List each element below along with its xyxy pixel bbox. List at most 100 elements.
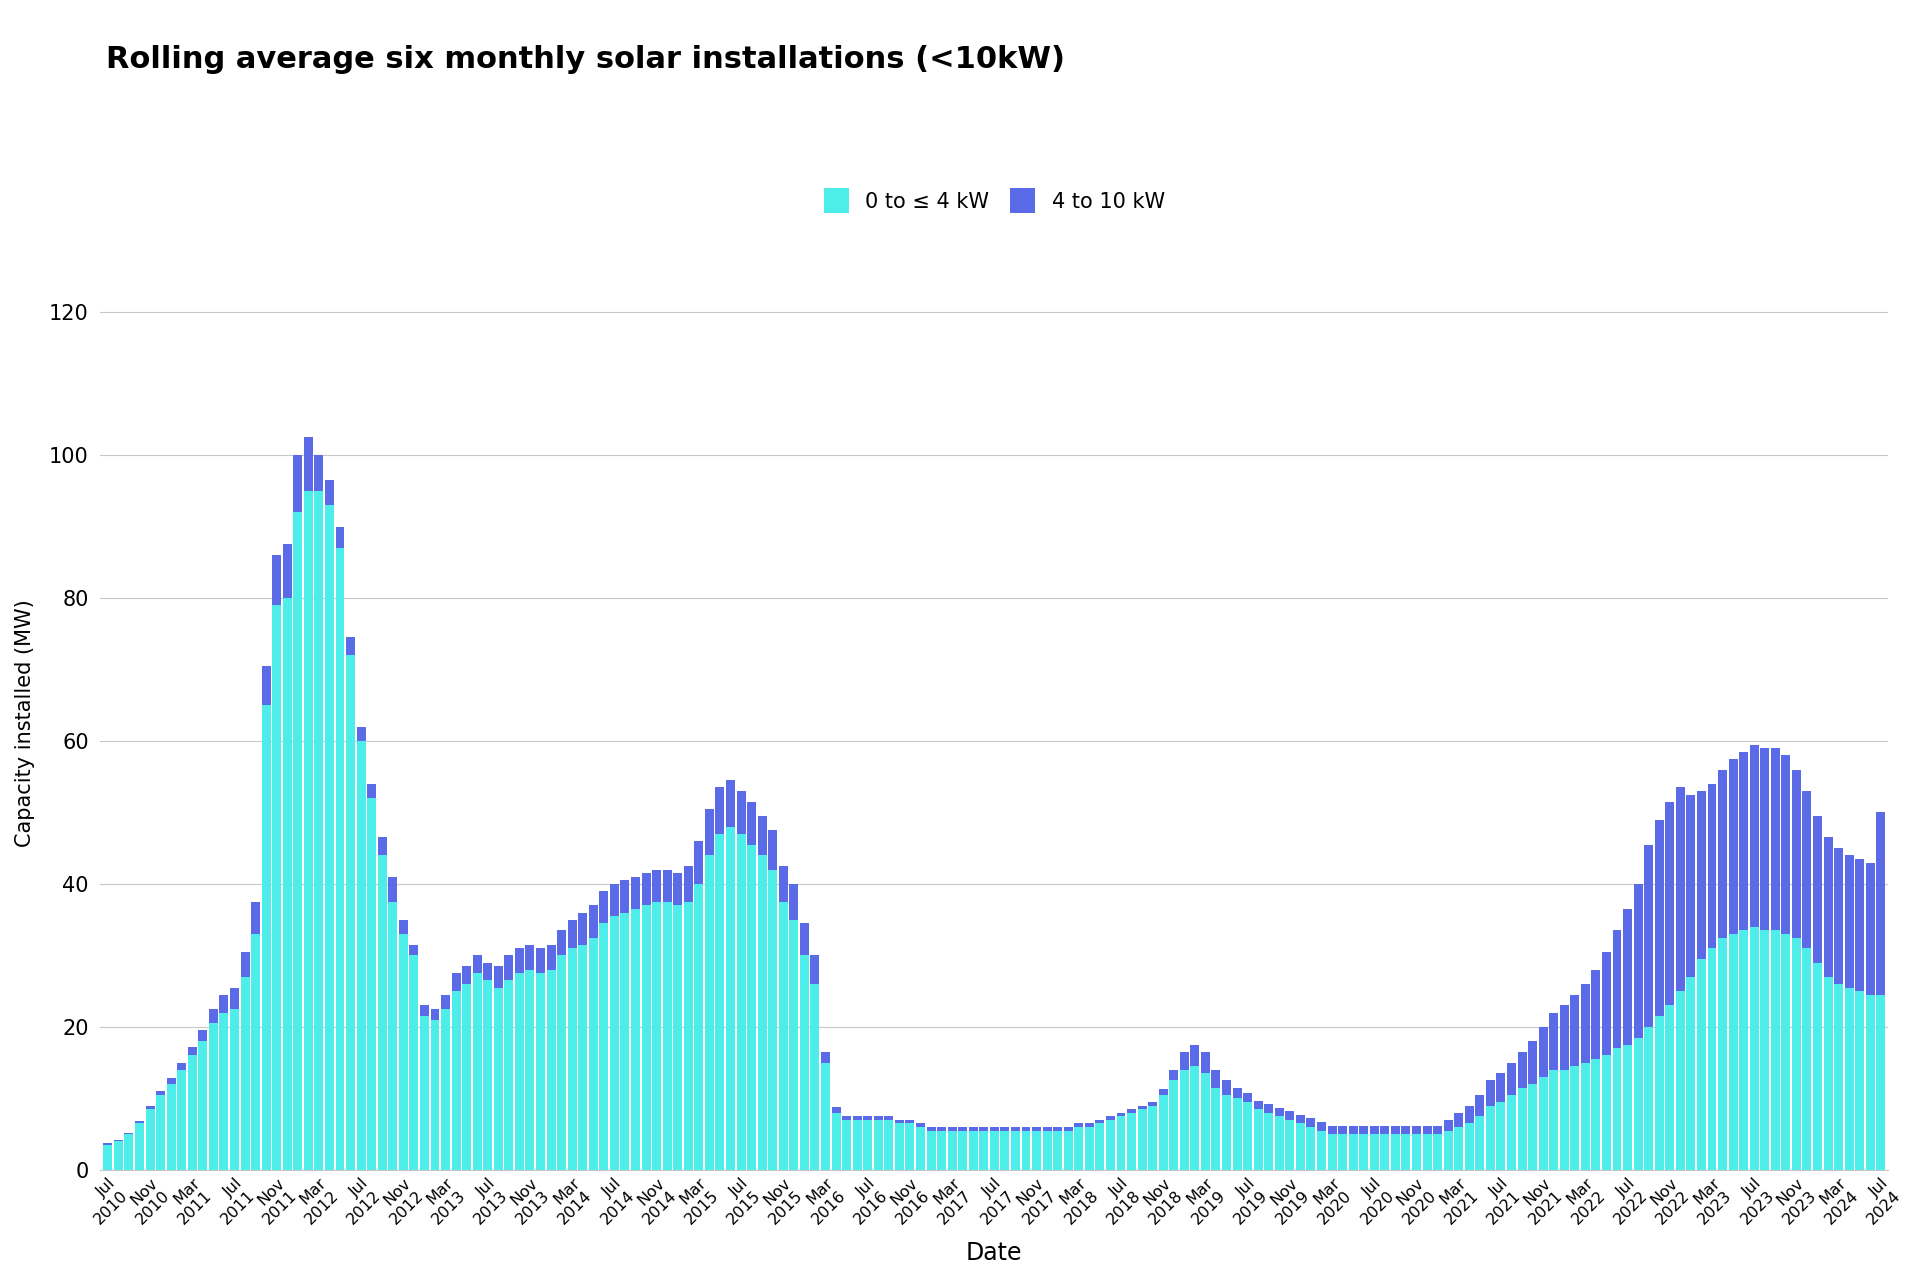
Bar xyxy=(885,1116,893,1120)
Bar xyxy=(1834,984,1843,1170)
Bar xyxy=(578,945,588,1170)
Bar xyxy=(1242,1093,1252,1102)
Bar xyxy=(768,869,778,1170)
Bar xyxy=(346,637,355,655)
Bar xyxy=(1380,1125,1390,1134)
Bar xyxy=(1592,970,1601,1059)
Bar xyxy=(1761,748,1768,931)
Bar xyxy=(1728,934,1738,1170)
Bar xyxy=(653,902,660,1170)
Bar xyxy=(1402,1134,1411,1170)
Bar xyxy=(1559,1070,1569,1170)
Bar xyxy=(209,1009,217,1023)
Bar xyxy=(367,783,376,799)
Bar xyxy=(885,1120,893,1170)
Bar xyxy=(1190,1066,1200,1170)
Bar xyxy=(1538,1027,1548,1076)
Bar xyxy=(1707,948,1716,1170)
Bar xyxy=(1169,1070,1179,1080)
Bar xyxy=(948,1130,956,1170)
Bar xyxy=(1571,995,1580,1066)
Bar xyxy=(451,991,461,1170)
Bar xyxy=(219,1012,228,1170)
Bar xyxy=(1475,1116,1484,1170)
Bar xyxy=(1200,1074,1210,1170)
Bar xyxy=(113,1139,123,1142)
Bar xyxy=(1592,1059,1601,1170)
Bar xyxy=(198,1030,207,1041)
Bar xyxy=(611,884,618,916)
Bar xyxy=(768,831,778,869)
Bar xyxy=(1622,1044,1632,1170)
Bar xyxy=(156,1092,165,1094)
Bar xyxy=(1021,1126,1031,1130)
Bar xyxy=(641,873,651,905)
Bar xyxy=(1296,1115,1306,1124)
Bar xyxy=(1845,855,1853,988)
Bar xyxy=(831,1107,841,1112)
Bar xyxy=(1845,988,1853,1170)
Bar xyxy=(948,1126,956,1130)
Bar xyxy=(1770,931,1780,1170)
Bar xyxy=(1317,1123,1327,1130)
Bar xyxy=(1634,884,1644,1038)
Bar xyxy=(1538,1076,1548,1170)
Bar xyxy=(261,705,271,1170)
Bar xyxy=(146,1106,154,1108)
Bar xyxy=(336,548,344,1170)
Bar xyxy=(1327,1125,1336,1134)
Bar xyxy=(1432,1125,1442,1134)
Bar xyxy=(1580,984,1590,1062)
Bar xyxy=(684,902,693,1170)
Bar xyxy=(1866,995,1874,1170)
Bar xyxy=(906,1124,914,1170)
Bar xyxy=(1306,1119,1315,1126)
Bar xyxy=(1486,1080,1496,1106)
Bar xyxy=(1306,1126,1315,1170)
Bar xyxy=(536,948,545,973)
Bar xyxy=(240,977,250,1170)
Bar xyxy=(831,1112,841,1170)
Bar xyxy=(420,1006,428,1016)
Bar xyxy=(1054,1130,1062,1170)
Bar xyxy=(1432,1134,1442,1170)
Bar xyxy=(1275,1107,1284,1116)
Bar xyxy=(1064,1126,1073,1130)
Bar xyxy=(177,1062,186,1070)
Bar xyxy=(1496,1102,1505,1170)
Bar xyxy=(1021,1130,1031,1170)
Bar xyxy=(620,881,630,913)
Bar xyxy=(822,1052,829,1062)
Bar xyxy=(252,902,259,934)
Bar xyxy=(1718,937,1726,1170)
Bar xyxy=(852,1120,862,1170)
Bar xyxy=(747,801,756,845)
Bar xyxy=(780,867,787,902)
Bar xyxy=(1275,1116,1284,1170)
Bar xyxy=(1242,1102,1252,1170)
Bar xyxy=(1212,1088,1221,1170)
Bar xyxy=(895,1120,904,1124)
Bar xyxy=(843,1116,851,1120)
Bar xyxy=(1601,952,1611,1056)
Bar xyxy=(388,877,397,902)
Bar xyxy=(1390,1125,1400,1134)
Bar xyxy=(125,1133,132,1134)
Bar xyxy=(758,817,766,855)
Bar xyxy=(780,902,787,1170)
Bar xyxy=(1359,1125,1369,1134)
Bar xyxy=(810,955,820,984)
Bar xyxy=(472,973,482,1170)
Bar xyxy=(1686,795,1695,977)
Bar xyxy=(493,988,503,1170)
Bar xyxy=(1444,1120,1453,1130)
Bar xyxy=(1380,1134,1390,1170)
Bar xyxy=(1263,1112,1273,1170)
Bar xyxy=(737,791,745,835)
Bar xyxy=(1075,1124,1083,1126)
Bar xyxy=(1465,1124,1475,1170)
Bar xyxy=(1517,1088,1526,1170)
Bar xyxy=(493,966,503,988)
Y-axis label: Capacity installed (MW): Capacity installed (MW) xyxy=(15,599,35,847)
Bar xyxy=(726,827,735,1170)
